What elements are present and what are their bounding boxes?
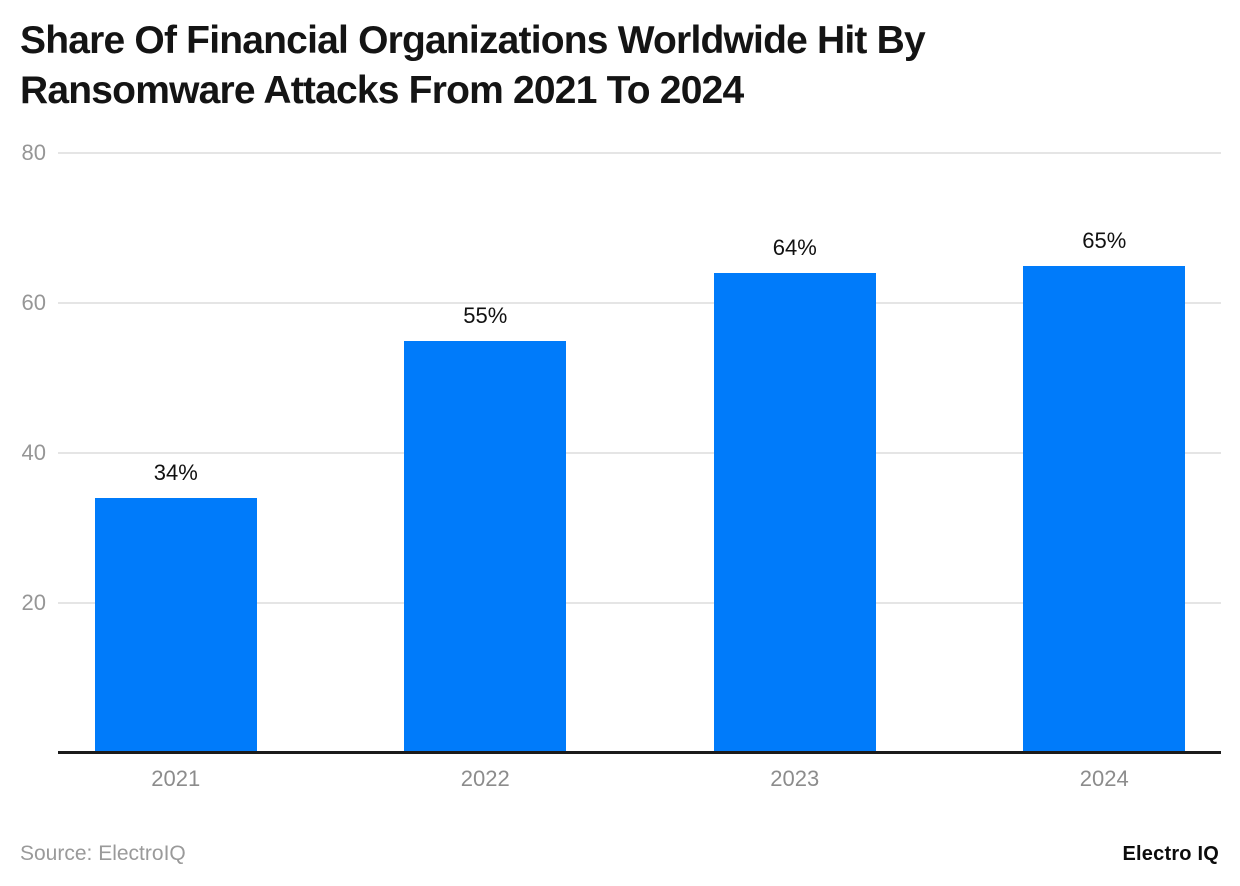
bar-value-label-2024: 65%	[1082, 227, 1127, 253]
bar-value-label-2023: 64%	[772, 235, 817, 260]
gridline-40	[58, 452, 1221, 454]
chart-title-line-1: Share Of Financial Organizations Worldwi…	[20, 19, 926, 62]
bar-value-label-2022: 55%	[463, 302, 508, 328]
y-axis-label-20: 20	[21, 590, 46, 615]
chart-title: Share Of Financial Organizations Worldwi…	[20, 16, 926, 116]
x-axis-label-2022: 2022	[460, 766, 510, 791]
brand-logo: Electro IQ	[1122, 843, 1219, 865]
source-note: Source: ElectroIQ	[20, 842, 186, 865]
bar-2021	[94, 498, 257, 753]
bar-2023	[713, 273, 876, 753]
chart-title-line-2: Ransomware Attacks From 2021 To 2024	[20, 69, 744, 112]
y-axis-label-40: 40	[21, 440, 46, 465]
y-axis-label-60: 60	[21, 290, 46, 315]
bar-2024	[1023, 265, 1186, 753]
gridline-80	[58, 152, 1221, 154]
gridline-60	[58, 302, 1221, 304]
bar-2022	[404, 340, 567, 753]
gridline-20	[58, 602, 1221, 604]
bar-value-label-2021: 34%	[153, 460, 198, 485]
x-axis-label-2023: 2023	[770, 766, 820, 791]
y-axis-label-80: 80	[21, 140, 46, 165]
x-axis-label-2024: 2024	[1079, 766, 1129, 791]
x-axis-line	[58, 751, 1221, 754]
x-axis-label-2021: 2021	[151, 766, 201, 791]
